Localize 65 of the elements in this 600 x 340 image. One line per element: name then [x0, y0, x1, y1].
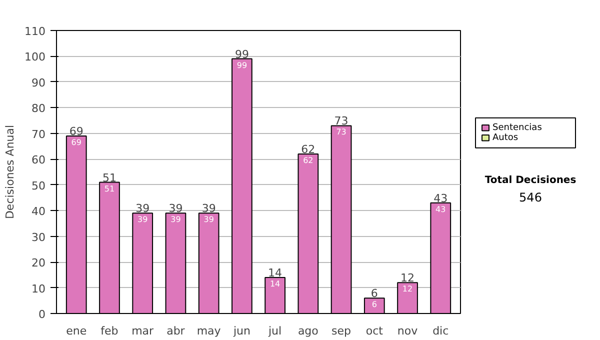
x-tick-label: sep	[332, 324, 352, 338]
x-tick-label: nov	[397, 324, 418, 338]
legend-label: Sentencias	[492, 122, 542, 133]
text: Total Decisiones	[484, 174, 576, 186]
x-tick-label: abr	[166, 324, 186, 338]
bar	[330, 125, 352, 314]
bar	[66, 135, 87, 314]
bar	[232, 58, 252, 314]
text: 546	[519, 190, 542, 204]
total-label: 39	[168, 202, 183, 216]
bar	[430, 202, 452, 314]
data-label: 12	[402, 284, 413, 294]
data-label: 14	[270, 279, 280, 288]
total-label: 6	[370, 287, 378, 300]
y-tick-label: 30	[32, 230, 46, 244]
bar	[99, 182, 120, 314]
y-axis-title: Decisiones Anual	[4, 124, 17, 220]
y-tick-label: 60	[32, 154, 46, 167]
bar	[397, 282, 418, 314]
y-tick-label: 100	[24, 50, 46, 64]
data-label: 69	[71, 138, 82, 147]
y-tick-label: 20	[32, 256, 46, 270]
data-label: 39	[138, 215, 148, 224]
data-label: 43	[436, 204, 446, 214]
total-label: 14	[268, 266, 282, 280]
total-label: 12	[400, 272, 415, 285]
data-label: 73	[336, 128, 346, 137]
data-label: 6	[372, 300, 377, 310]
y-tick-label: 0	[38, 308, 46, 321]
total-label: 39	[136, 202, 150, 216]
y-tick-label: 10	[32, 282, 46, 296]
bar	[165, 212, 186, 314]
total-label: 62	[301, 142, 316, 156]
y-tick-label: 110	[24, 25, 46, 38]
x-tick-label: jun	[232, 324, 250, 338]
x-tick-label: dic	[432, 324, 449, 338]
x-tick-label: mar	[132, 324, 154, 338]
total-label: 43	[434, 192, 448, 205]
x-tick-label: ago	[298, 324, 319, 338]
x-tick-label: may	[196, 324, 222, 338]
total-label: 99	[234, 48, 249, 61]
y-tick-label: 50	[32, 179, 46, 192]
data-label: 62	[303, 156, 314, 165]
total-label: 73	[334, 114, 348, 128]
bar	[132, 212, 154, 314]
bar	[264, 276, 286, 314]
data-label: 51	[104, 184, 115, 194]
x-tick-label: jul	[268, 324, 282, 338]
total-label: 51	[102, 171, 116, 184]
bar	[198, 212, 220, 314]
bar	[364, 298, 385, 314]
bar	[298, 153, 319, 314]
data-label: 99	[236, 60, 248, 70]
y-tick-label: 90	[32, 76, 46, 90]
total-label: 69	[69, 124, 84, 138]
x-tick-label: feb	[100, 324, 118, 338]
data-label: 39	[170, 215, 181, 224]
y-tick-label: 80	[32, 102, 46, 116]
legend-label: Autos	[492, 132, 518, 143]
x-tick-label: ene	[66, 324, 87, 338]
data-label: 39	[204, 215, 214, 224]
total-label: 39	[202, 202, 216, 216]
y-tick-label: 70	[32, 128, 46, 141]
x-tick-label: oct	[366, 324, 384, 338]
y-tick-label: 40	[32, 205, 46, 218]
